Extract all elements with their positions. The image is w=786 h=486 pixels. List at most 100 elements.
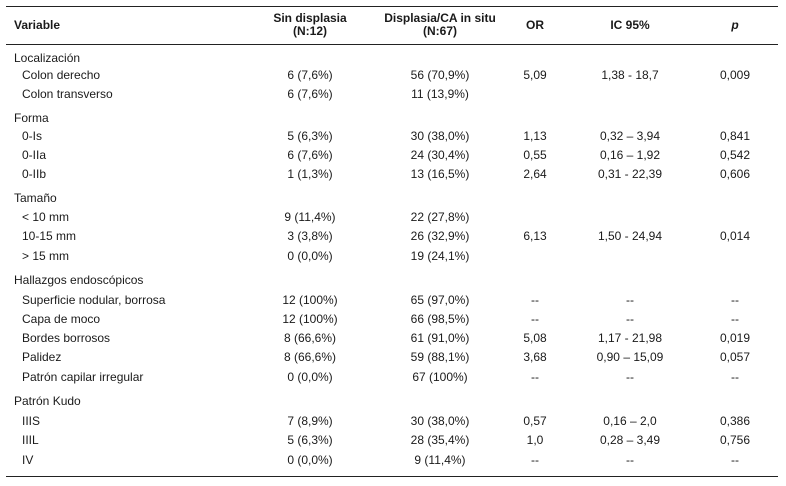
cell-sin-displasia: 12 (100%) — [282, 312, 338, 326]
section-heading: Tamaño — [14, 191, 57, 205]
cell-ic: 0,90 – 15,09 — [596, 350, 664, 364]
cell-sin-displasia: 5 (6,3%) — [287, 433, 333, 447]
cell-or: 1,0 — [526, 433, 544, 447]
row-label: 0-Is — [22, 129, 43, 143]
cell-displasia: 30 (38,0%) — [410, 129, 470, 143]
cell-p: 0,542 — [719, 148, 751, 162]
cell-sin-displasia: 0 (0,0%) — [287, 453, 333, 467]
cell-ic: 0,16 – 2,0 — [603, 414, 657, 428]
cell-p: 0,606 — [719, 167, 751, 181]
cell-sin-displasia: 6 (7,6%) — [287, 87, 333, 101]
header-or: OR — [526, 18, 544, 32]
cell-or: 0,57 — [523, 414, 547, 428]
cell-displasia: 28 (35,4%) — [410, 433, 470, 447]
cell-sin-displasia: 12 (100%) — [282, 293, 338, 307]
cell-ic: -- — [626, 370, 634, 384]
cell-displasia: 13 (16,5%) — [410, 167, 470, 181]
cell-displasia: 24 (30,4%) — [410, 148, 470, 162]
cell-ic: 1,50 - 24,94 — [597, 229, 663, 243]
row-label: Palidez — [22, 350, 62, 364]
cell-sin-displasia: 7 (8,9%) — [287, 414, 333, 428]
row-label: Colon transverso — [22, 87, 113, 101]
row-label: Bordes borrosos — [22, 331, 111, 345]
cell-p: 0,386 — [719, 414, 751, 428]
header-ic: IC 95% — [610, 18, 650, 32]
header-displasia: Displasia/CA in situ (N:67) — [370, 12, 510, 38]
cell-displasia: 22 (27,8%) — [410, 210, 470, 224]
cell-ic: 1,17 - 21,98 — [597, 331, 663, 345]
row-label: IV — [22, 453, 34, 467]
cell-p: 0,057 — [719, 350, 751, 364]
cell-ic: -- — [626, 293, 634, 307]
cell-sin-displasia: 6 (7,6%) — [287, 148, 333, 162]
header-displasia-title: Displasia/CA in situ — [384, 11, 496, 25]
header-sin-displasia-title: Sin displasia — [273, 11, 347, 25]
cell-or: 1,13 — [523, 129, 547, 143]
header-p: p — [731, 18, 739, 32]
cell-p: 0,009 — [719, 68, 751, 82]
cell-displasia: 56 (70,9%) — [410, 68, 470, 82]
section-heading: Localización — [14, 51, 81, 65]
cell-p: -- — [731, 453, 739, 467]
cell-displasia: 19 (24,1%) — [410, 249, 470, 263]
cell-sin-displasia: 5 (6,3%) — [287, 129, 333, 143]
cell-displasia: 61 (91,0%) — [410, 331, 470, 345]
cell-sin-displasia: 0 (0,0%) — [287, 249, 333, 263]
cell-or: -- — [531, 312, 539, 326]
cell-p: 0,756 — [719, 433, 751, 447]
bottom-rule — [6, 476, 778, 477]
section-heading: Forma — [14, 111, 49, 125]
row-label: Colon derecho — [22, 68, 101, 82]
cell-sin-displasia: 6 (7,6%) — [287, 68, 333, 82]
row-label: IIIL — [22, 433, 39, 447]
cell-or: -- — [531, 293, 539, 307]
cell-ic: -- — [626, 312, 634, 326]
cell-displasia: 66 (98,5%) — [410, 312, 470, 326]
top-rule — [6, 6, 778, 7]
cell-p: 0,019 — [719, 331, 751, 345]
cell-ic: 0,16 – 1,92 — [599, 148, 661, 162]
row-label: IIIS — [22, 414, 41, 428]
cell-sin-displasia: 1 (1,3%) — [287, 167, 333, 181]
cell-displasia: 9 (11,4%) — [414, 453, 466, 467]
cell-p: 0,841 — [719, 129, 751, 143]
cell-p: -- — [731, 370, 739, 384]
header-sin-displasia: Sin displasia (N:12) — [255, 12, 365, 38]
cell-sin-displasia: 0 (0,0%) — [287, 370, 333, 384]
row-label: 0-IIb — [22, 167, 47, 181]
cell-or: 0,55 — [523, 148, 547, 162]
cell-or: 5,08 — [523, 331, 547, 345]
cell-displasia: 67 (100%) — [412, 370, 468, 384]
cell-displasia: 65 (97,0%) — [410, 293, 470, 307]
cell-displasia: 26 (32,9%) — [410, 229, 470, 243]
row-label: < 10 mm — [22, 210, 70, 224]
header-variable: Variable — [14, 18, 61, 32]
cell-or: 5,09 — [523, 68, 547, 82]
cell-displasia: 11 (13,9%) — [411, 87, 469, 101]
row-label: Capa de moco — [22, 312, 101, 326]
cell-p: -- — [731, 293, 739, 307]
cell-or: 3,68 — [523, 350, 547, 364]
cell-displasia: 59 (88,1%) — [410, 350, 470, 364]
row-label: Superficie nodular, borrosa — [22, 293, 166, 307]
cell-ic: 0,28 – 3,49 — [599, 433, 661, 447]
cell-ic: -- — [626, 453, 634, 467]
header-displasia-n: (N:67) — [422, 24, 457, 38]
cell-or: -- — [531, 370, 539, 384]
header-sin-displasia-n: (N:12) — [292, 24, 327, 38]
row-label: 0-IIa — [22, 148, 47, 162]
cell-or: 6,13 — [523, 229, 547, 243]
cell-ic: 0,31 - 22,39 — [597, 167, 663, 181]
row-label: Patrón capilar irregular — [22, 370, 144, 384]
cell-ic: 0,32 – 3,94 — [599, 129, 661, 143]
row-label: 10-15 mm — [22, 229, 77, 243]
header-rule — [6, 44, 778, 45]
cell-sin-displasia: 9 (11,4%) — [284, 210, 336, 224]
section-heading: Hallazgos endoscópicos — [14, 273, 144, 287]
cell-displasia: 30 (38,0%) — [410, 414, 470, 428]
section-heading: Patrón Kudo — [14, 394, 81, 408]
cell-p: -- — [731, 312, 739, 326]
cell-or: -- — [531, 453, 539, 467]
cell-sin-displasia: 8 (66,6%) — [283, 350, 337, 364]
